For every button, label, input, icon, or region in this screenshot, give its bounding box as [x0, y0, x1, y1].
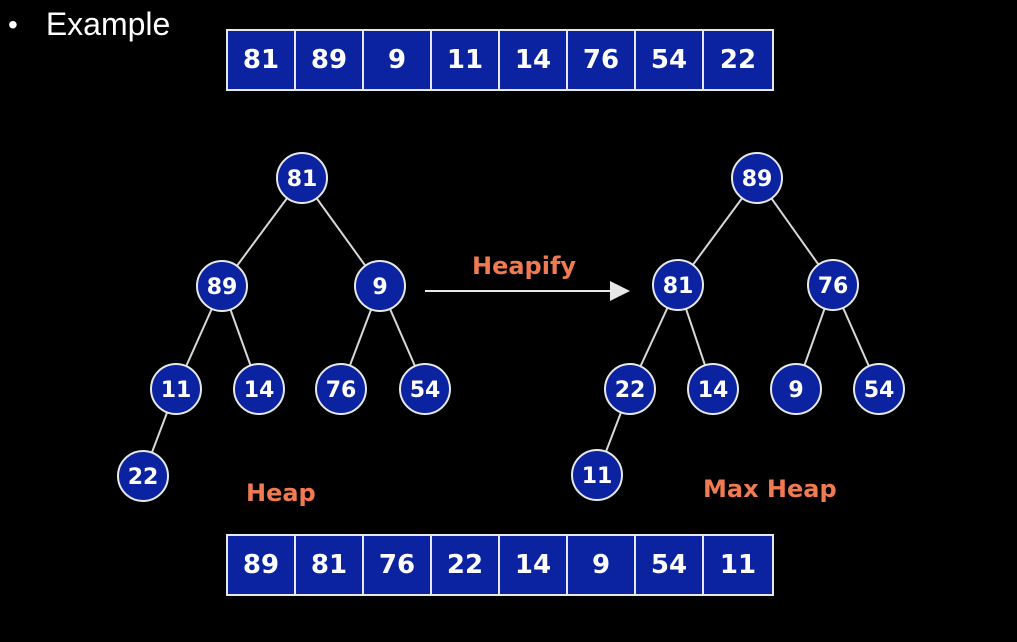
node-circle: [276, 152, 328, 204]
node-circle: [354, 260, 406, 312]
tree-node: 89: [196, 260, 248, 312]
heap-label: Heap: [246, 479, 316, 507]
tree-node: 14: [233, 363, 285, 415]
node-circle: [233, 363, 285, 415]
array-cell: 76: [568, 31, 636, 89]
node-label: 81: [663, 274, 694, 299]
node-circle: [604, 363, 656, 415]
node-label: 76: [818, 274, 849, 299]
tree-node: 22: [117, 450, 169, 502]
tree-node: 11: [571, 449, 623, 501]
tree-node: 54: [853, 363, 905, 415]
slide-heading: • Example: [8, 6, 170, 43]
array-cell: 11: [719, 550, 757, 580]
node-circle: [150, 363, 202, 415]
tree-node: 81: [652, 259, 704, 311]
tree-node: 9: [770, 363, 822, 415]
tree-node: 76: [807, 259, 859, 311]
array-cell: 54: [636, 31, 704, 89]
tree-node: 22: [604, 363, 656, 415]
tree-node: 54: [399, 363, 451, 415]
node-circle: [853, 363, 905, 415]
node-label: 22: [615, 378, 646, 403]
node-circle: [571, 449, 623, 501]
array-cell: 76: [364, 536, 432, 594]
node-label: 11: [161, 378, 192, 403]
node-circle: [315, 363, 367, 415]
array-cell: 54: [636, 536, 704, 594]
node-circle: [770, 363, 822, 415]
input-array: 81 89 9 11 14 76 54 22: [226, 29, 774, 91]
node-label: 76: [326, 378, 357, 403]
array-cell: 22: [719, 45, 757, 75]
array-cell: 81: [296, 536, 364, 594]
tree-node: 14: [687, 363, 739, 415]
node-circle: [687, 363, 739, 415]
array-cell: 89: [228, 536, 296, 594]
tree-node: 89: [731, 152, 783, 204]
node-circle: [117, 450, 169, 502]
array-cell: 89: [296, 31, 364, 89]
node-circle: [731, 152, 783, 204]
node-circle: [399, 363, 451, 415]
output-array: 89 81 76 22 14 9 54 11: [226, 534, 774, 596]
node-circle: [196, 260, 248, 312]
node-label: 89: [207, 275, 238, 300]
node-label: 54: [410, 378, 441, 403]
node-circle: [807, 259, 859, 311]
array-cell: 22: [432, 536, 500, 594]
tree-node: 76: [315, 363, 367, 415]
array-cell: 9: [568, 536, 636, 594]
node-label: 9: [788, 378, 803, 403]
node-label: 11: [582, 464, 613, 489]
slide-title: Example: [45, 6, 171, 42]
tree-node: 81: [276, 152, 328, 204]
node-circle: [652, 259, 704, 311]
heapify-label: Heapify: [472, 252, 577, 280]
bullet-glyph: •: [8, 8, 18, 40]
node-label: 14: [698, 378, 729, 403]
max-heap-label: Max Heap: [703, 475, 837, 503]
tree-node: 11: [150, 363, 202, 415]
tree-node: 9: [354, 260, 406, 312]
array-cell: 14: [500, 536, 568, 594]
node-label: 89: [742, 167, 773, 192]
node-label: 9: [372, 275, 387, 300]
array-cell: 11: [432, 31, 500, 89]
array-cell: 9: [364, 31, 432, 89]
array-cell: 14: [500, 31, 568, 89]
array-cell: 81: [228, 31, 296, 89]
node-label: 22: [128, 465, 159, 490]
node-label: 81: [287, 167, 318, 192]
node-label: 54: [864, 378, 895, 403]
node-label: 14: [244, 378, 275, 403]
